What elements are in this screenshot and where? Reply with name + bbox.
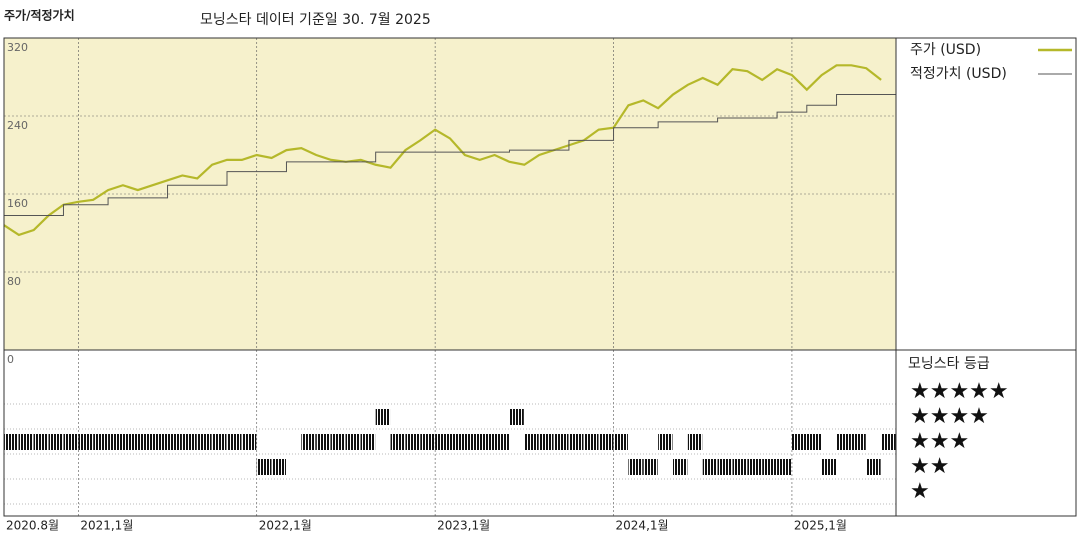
rating-bar	[613, 434, 628, 450]
rating-bar	[583, 434, 599, 450]
rating-label: ★★★★★	[910, 379, 1009, 404]
series-line	[3, 64, 882, 237]
rating-bar	[509, 409, 524, 425]
rating-bar	[464, 434, 480, 450]
rating-bar	[331, 434, 346, 450]
rating-bar	[821, 459, 837, 475]
rating-bar	[762, 459, 777, 475]
rating-bar	[63, 434, 78, 450]
rating-bar	[18, 434, 34, 450]
rating-bar	[256, 459, 272, 475]
rating-bar	[227, 434, 242, 450]
x-tick-label: 2023,1월	[437, 519, 490, 533]
rating-bar	[628, 459, 643, 475]
y-tick-label: 160	[7, 197, 28, 210]
rating-bar	[673, 459, 688, 475]
rating-bar	[717, 459, 732, 475]
x-tick-label: 2025,1월	[794, 519, 847, 533]
rating-label: ★★★★	[910, 404, 989, 429]
rating-bar	[182, 434, 197, 450]
legend-label: 적정가치 (USD)	[910, 66, 1007, 82]
series-line	[4, 94, 896, 216]
rating-bar	[167, 434, 182, 450]
rating-bar	[93, 434, 108, 450]
rating-bar	[33, 434, 49, 450]
rating-bar	[405, 434, 420, 450]
rating-bar	[866, 459, 881, 475]
legend-label: 주가 (USD)	[910, 42, 981, 58]
rating-bar	[48, 434, 63, 450]
rating-bar	[539, 434, 554, 450]
rating-bar	[702, 459, 718, 475]
rating-bar	[658, 434, 673, 450]
x-tick-label: 2022,1월	[259, 519, 312, 533]
chart-title: 주가/적정가치	[4, 8, 75, 23]
y-tick-label: 320	[7, 41, 28, 54]
rating-bar	[732, 459, 747, 475]
rating-bar	[479, 434, 495, 450]
rating-label: ★	[910, 479, 930, 504]
y-tick-label: 0	[7, 353, 14, 366]
x-tick-label: 2021,1월	[80, 519, 133, 533]
rating-bar	[806, 434, 822, 450]
rating-bar	[4, 434, 19, 450]
rating-bar	[568, 434, 584, 450]
rating-bar	[420, 434, 435, 450]
rating-bar	[881, 434, 896, 450]
rating-bar	[375, 409, 391, 425]
rating-bar	[554, 434, 569, 450]
rating-bar	[152, 434, 168, 450]
rating-bar	[791, 434, 807, 450]
rating-bar	[345, 434, 361, 450]
rating-bar	[494, 434, 509, 450]
rating-bar	[78, 434, 93, 450]
rating-bar	[137, 434, 153, 450]
rating-bar	[851, 434, 866, 450]
rating-bar	[747, 459, 762, 475]
rating-bar	[316, 434, 331, 450]
rating-bar	[241, 434, 257, 450]
rating-bar	[108, 434, 123, 450]
rating-bar	[643, 459, 658, 475]
rating-label: ★★★	[910, 429, 969, 454]
rating-bar	[450, 434, 465, 450]
y-tick-label: 240	[7, 119, 28, 132]
frame	[3, 37, 1077, 517]
rating-bar	[301, 434, 316, 450]
rating-bar	[836, 434, 851, 450]
x-tick-label: 2024,1월	[616, 519, 669, 533]
y-tick-label: 80	[7, 275, 21, 288]
rating-bar	[390, 434, 405, 450]
rating-bar	[271, 459, 286, 475]
rating-bar	[777, 459, 792, 475]
x-tick-label: 2020.8월	[6, 519, 59, 533]
rating-bar	[360, 434, 376, 450]
rating-bar	[212, 434, 227, 450]
rating-bar	[598, 434, 614, 450]
rating-bar	[435, 434, 450, 450]
rating-bar	[524, 434, 539, 450]
rating-bar	[122, 434, 138, 450]
rating-bar	[197, 434, 212, 450]
rating-bar	[687, 434, 703, 450]
rating-label: ★★	[910, 454, 949, 479]
rating-title: 모닝스타 등급	[908, 356, 990, 372]
chart-subtitle: 모닝스타 데이터 기준일 30. 7월 2025	[200, 12, 431, 28]
